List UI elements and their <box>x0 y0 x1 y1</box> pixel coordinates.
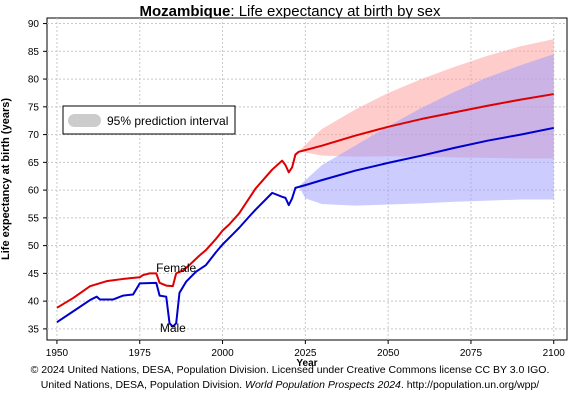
x-tick-label: 2000 <box>211 348 234 359</box>
x-tick-label: 2050 <box>377 348 400 359</box>
legend-label: 95% prediction interval <box>107 114 228 128</box>
female-series-line <box>56 93 554 309</box>
x-tick-label: 2025 <box>294 348 317 359</box>
male-series-label: Male <box>160 321 186 335</box>
series-annotations: Female Male <box>156 261 196 335</box>
y-tick-label: 45 <box>28 269 40 280</box>
y-tick-label: 50 <box>28 241 40 252</box>
credit-footer: © 2024 United Nations, DESA, Population … <box>0 363 580 393</box>
y-tick-label: 80 <box>28 75 40 86</box>
y-axis-label: Life expectancy at birth (years) <box>0 98 12 260</box>
title-rest: : Life expectancy at birth by sex <box>230 3 441 20</box>
male-prediction-band <box>298 54 554 206</box>
y-tick-label: 65 <box>28 158 40 169</box>
chart-title: Mozambique: Life expectancy at birth by … <box>0 3 580 20</box>
x-tick-label: 2100 <box>543 348 566 359</box>
credit-line-1: © 2024 United Nations, DESA, Population … <box>30 364 550 376</box>
male-series-line <box>56 126 554 328</box>
y-tick-label: 40 <box>28 297 40 308</box>
y-tick-label: 75 <box>28 102 40 113</box>
y-tick-label: 85 <box>28 47 40 58</box>
x-tick-label: 2075 <box>460 348 483 359</box>
y-tick-label: 35 <box>28 324 40 335</box>
credit-line-2-suffix: . http://population.un.org/wpp/ <box>400 379 540 391</box>
y-tick-label: 55 <box>28 213 40 224</box>
x-axis: 1950 1975 2000 2025 2050 2075 2100 <box>46 340 565 359</box>
credit-line-2-italic: World Population Prospects 2024 <box>245 379 401 391</box>
legend-swatch <box>68 114 101 127</box>
x-axis-label: Year <box>296 358 317 369</box>
prediction-bands <box>298 39 554 206</box>
female-series-label: Female <box>156 261 196 275</box>
series-lines <box>56 93 554 328</box>
legend: 95% prediction interval <box>62 105 236 135</box>
x-tick-label: 1950 <box>46 348 69 359</box>
title-country: Mozambique <box>139 3 231 20</box>
y-tick-label: 70 <box>28 130 40 141</box>
y-tick-label: 60 <box>28 186 40 197</box>
x-tick-label: 1975 <box>129 348 152 359</box>
y-tick-label: 90 <box>28 19 40 30</box>
y-axis: 35 40 45 50 55 60 65 70 75 80 85 90 <box>28 19 47 335</box>
credit-line-2-prefix: United Nations, DESA, Population Divisio… <box>40 379 246 391</box>
credit-line-2: United Nations, DESA, Population Divisio… <box>0 378 580 393</box>
